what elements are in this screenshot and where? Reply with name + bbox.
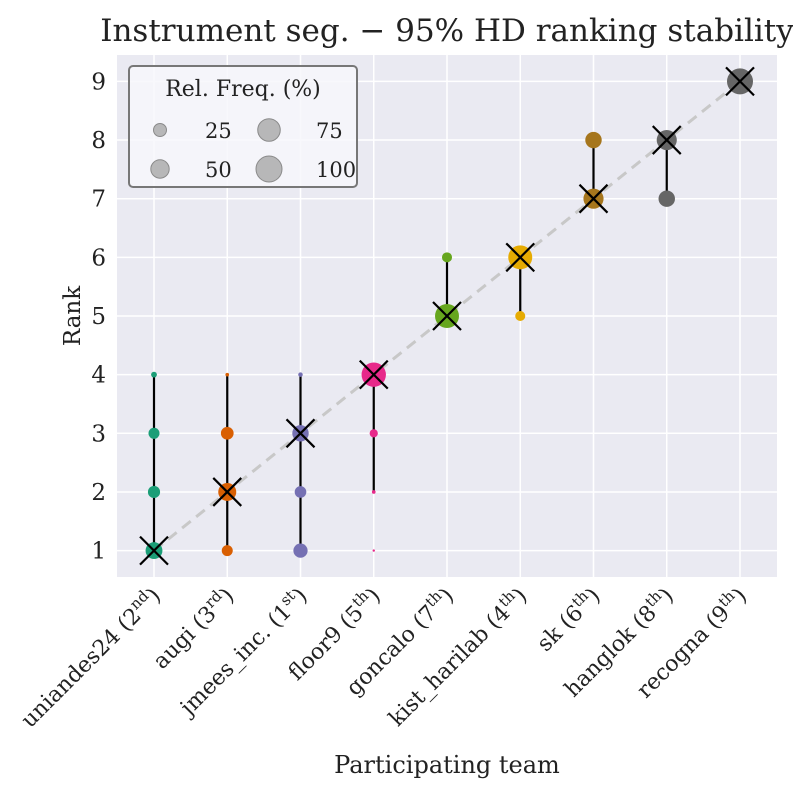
rank-frequency-point <box>369 429 378 438</box>
team-series <box>432 252 462 331</box>
rank-frequency-point <box>298 372 303 377</box>
team-name: augi (3 <box>149 602 222 675</box>
official-rank-marker <box>578 183 609 214</box>
legend-size-label: 75 <box>316 119 343 143</box>
rank-frequency-point <box>294 486 307 498</box>
team-name: uniandes24 (2 <box>17 603 147 733</box>
rank-frequency-point <box>225 372 230 377</box>
y-tick-label: 2 <box>91 480 106 506</box>
rank-frequency-point <box>293 543 308 558</box>
legend-size-label: 25 <box>205 119 232 143</box>
rank-frequency-point <box>151 371 157 378</box>
rank-frequency-point <box>371 490 376 494</box>
legend-size-label: 100 <box>316 158 356 182</box>
legend-size-marker <box>153 123 167 137</box>
official-rank-marker <box>505 242 536 273</box>
legend-size-label: 50 <box>205 158 232 182</box>
team-series <box>651 125 682 207</box>
y-axis-label: Rank <box>60 285 86 346</box>
y-tick-label: 1 <box>91 539 106 565</box>
legend-size-marker <box>255 155 283 183</box>
rank-frequency-point <box>372 549 375 552</box>
x-axis-label: Participating team <box>334 751 560 779</box>
legend-size-marker <box>150 159 170 179</box>
y-tick-label: 4 <box>91 363 106 389</box>
legend-title: Rel. Freq. (%) <box>165 77 321 102</box>
x-tick-label: uniandes24 (2nd) <box>14 581 166 733</box>
official-rank-marker <box>358 359 389 390</box>
x-tick-labels: uniandes24 (2nd)augi (3rd)jmees_inc. (1s… <box>14 581 753 734</box>
legend-box <box>128 65 358 188</box>
official-rank-marker <box>139 535 169 566</box>
team-series <box>212 372 243 557</box>
y-tick-label: 8 <box>91 128 106 154</box>
team-series <box>139 371 169 566</box>
official-rank-marker <box>212 477 243 507</box>
chart-title: Instrument seg. − 95% HD ranking stabili… <box>100 13 793 49</box>
y-tick-label: 5 <box>91 304 106 330</box>
y-tick-labels: 1 2 3 4 5 6 7 8 9 <box>91 69 106 564</box>
team-series <box>358 359 389 552</box>
y-tick-label: 7 <box>91 187 106 213</box>
series-group <box>139 66 755 566</box>
rank-frequency-point <box>221 545 233 557</box>
rank-frequency-point <box>585 131 602 149</box>
rank-frequency-point <box>148 427 160 439</box>
team-series <box>725 66 755 97</box>
rank-frequency-point <box>658 190 675 207</box>
rank-frequency-point <box>441 252 453 263</box>
legend-size-marker <box>257 118 281 142</box>
legend-entries: 25 75 50 100 <box>150 118 356 183</box>
team-series <box>578 131 609 214</box>
team-series <box>285 372 316 558</box>
rank-frequency-point <box>147 485 161 499</box>
y-tick-label: 9 <box>91 69 106 95</box>
rank-frequency-point <box>515 310 526 322</box>
x-tick-label: sk (6th) <box>530 581 606 657</box>
official-rank-marker <box>432 301 462 331</box>
official-rank-marker <box>651 125 682 155</box>
y-tick-label: 6 <box>91 245 106 271</box>
official-rank-marker <box>725 66 755 97</box>
official-rank-marker <box>285 418 316 449</box>
rank-frequency-point <box>220 426 234 440</box>
x-tick-label: jmees_inc. (1st) <box>171 581 313 723</box>
team-series <box>505 242 536 322</box>
y-tick-label: 3 <box>91 421 106 447</box>
legend: Rel. Freq. (%) 25 75 50 100 <box>128 65 358 188</box>
